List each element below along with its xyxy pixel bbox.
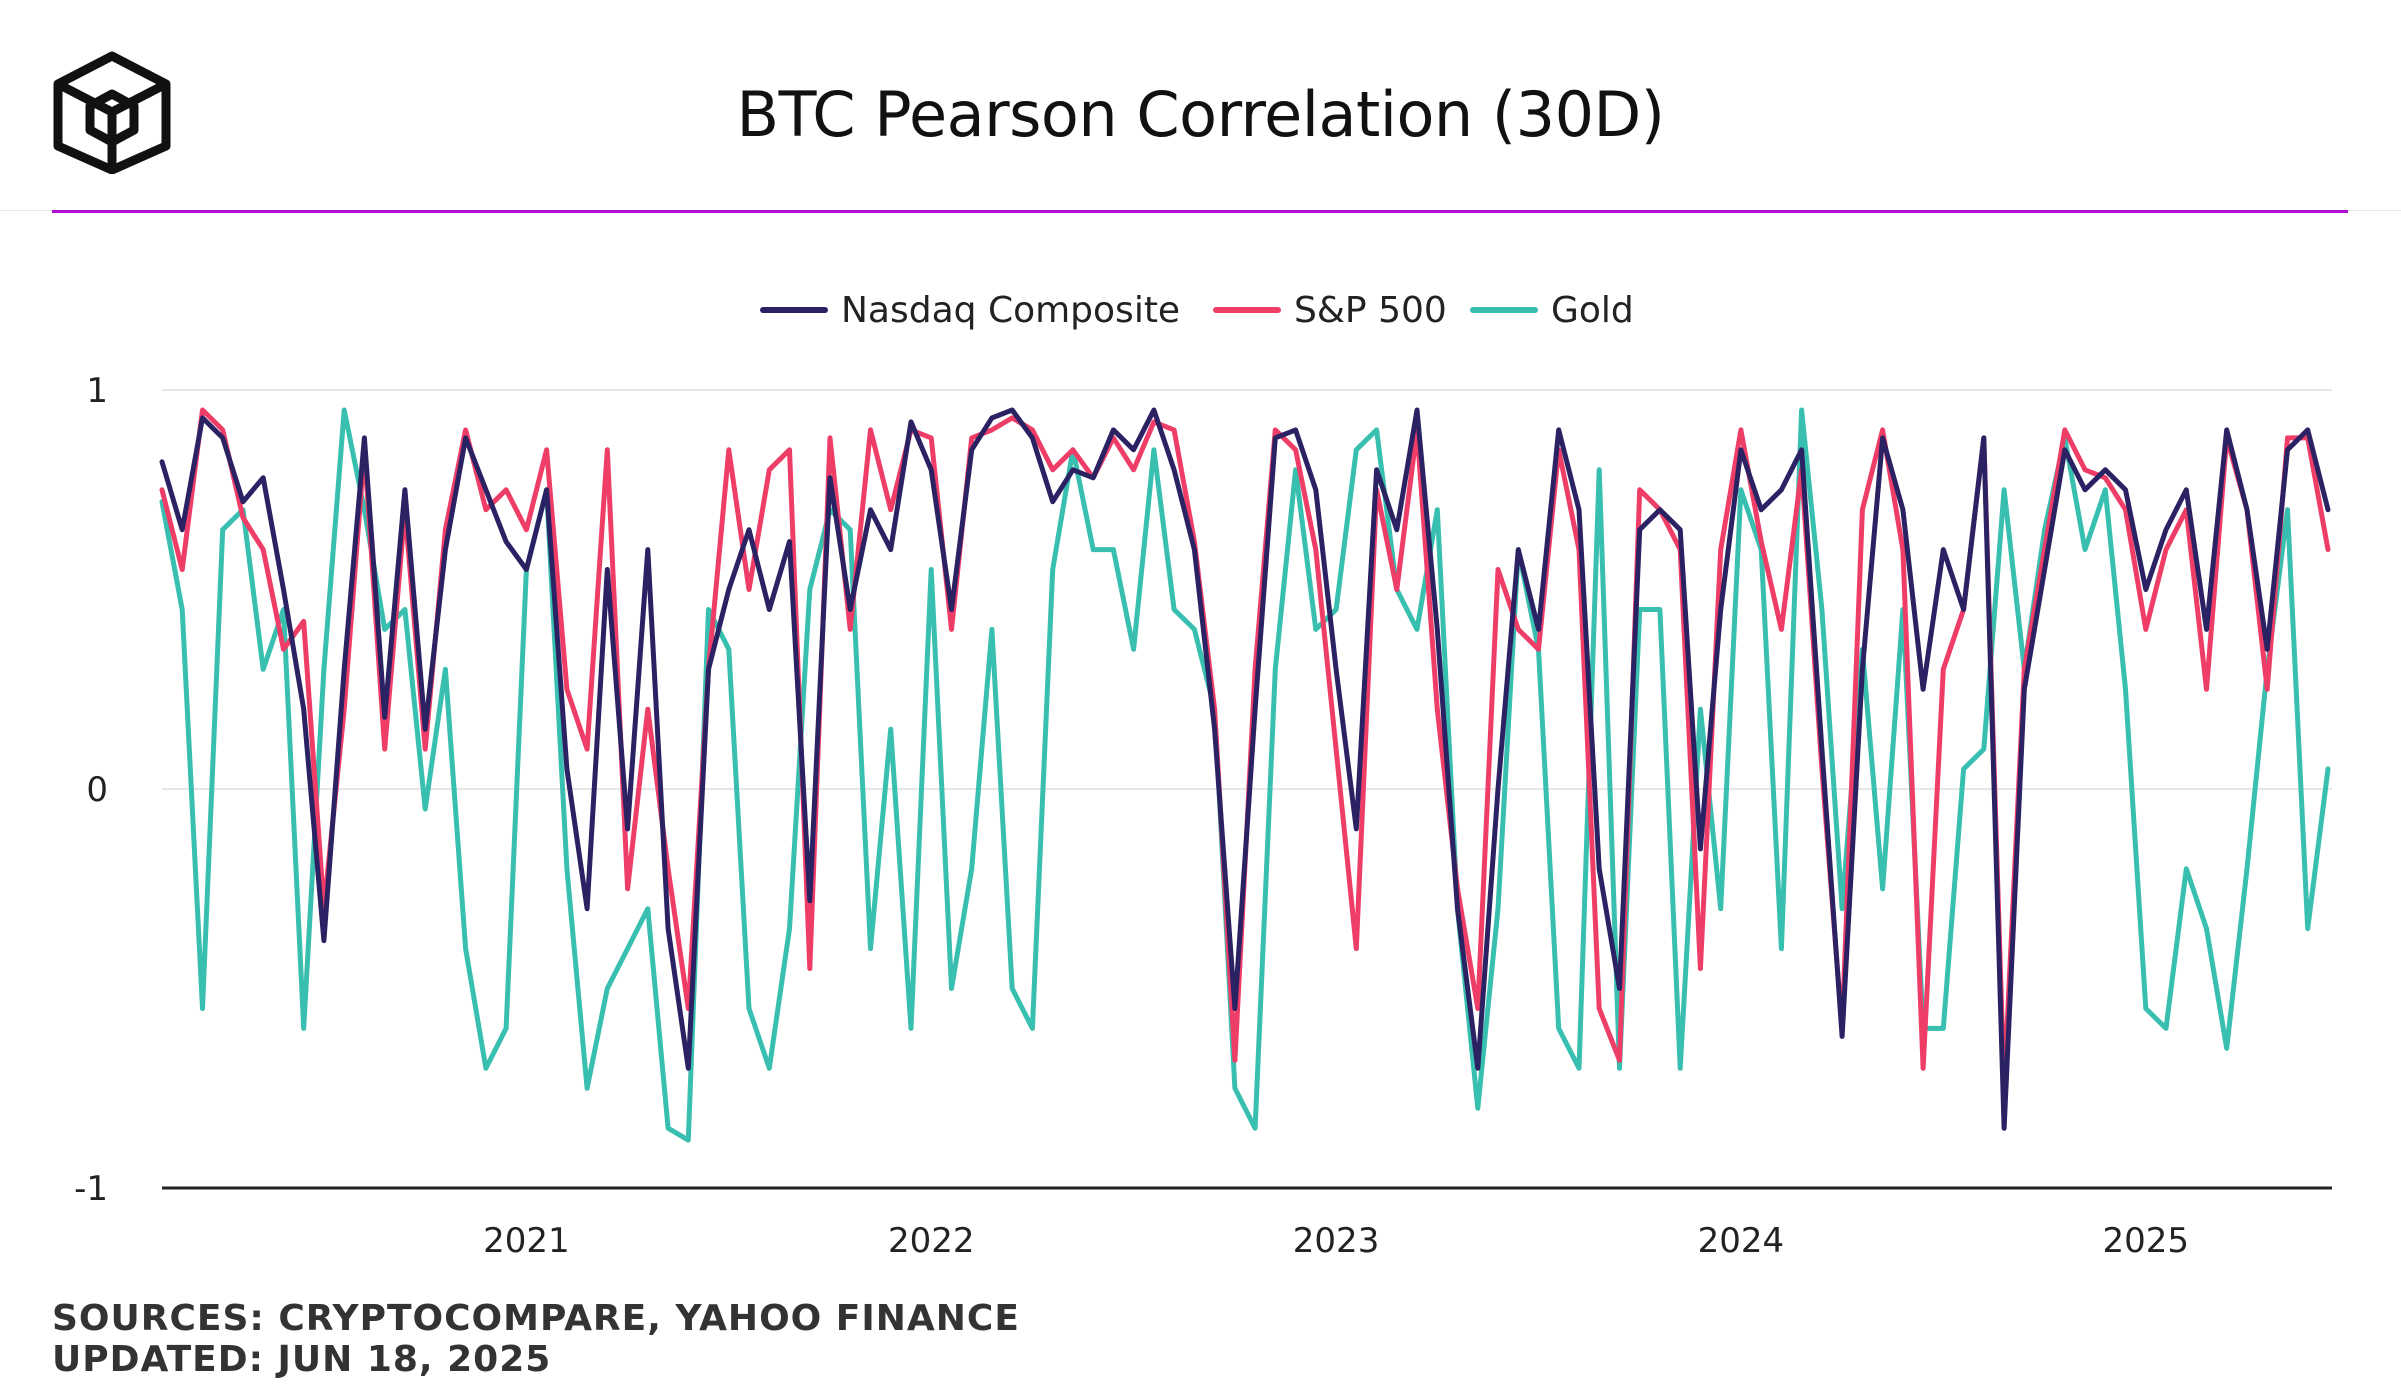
sources-note: SOURCES: CRYPTOCOMPARE, YAHOO FINANCE	[52, 1298, 1020, 1339]
legend-label: S&P 500	[1294, 290, 1447, 331]
x-tick-label: 2022	[888, 1221, 975, 1261]
chart-grid	[162, 389, 2332, 790]
legend-item: Nasdaq Composite	[760, 290, 1180, 331]
updated-note: UPDATED: JUN 18, 2025	[52, 1339, 552, 1380]
footer: SOURCES: CRYPTOCOMPARE, YAHOO FINANCE UP…	[52, 1298, 1020, 1380]
legend-item: Gold	[1470, 290, 1634, 331]
y-tick-label: 0	[86, 770, 108, 810]
series-line-gold	[159, 407, 2331, 1143]
accent-divider	[52, 210, 2348, 213]
logo-cube-icon	[53, 51, 171, 174]
series-line-nasdaq-composite	[159, 407, 2331, 1131]
legend-label: Nasdaq Composite	[841, 290, 1180, 331]
y-axis-ticks: 1 0 -1	[74, 371, 108, 1209]
legend-label: Gold	[1551, 290, 1634, 331]
x-axis-ticks: 2021 2022 2023 2024 2025	[483, 1221, 2189, 1261]
chart-series	[159, 407, 2331, 1143]
y-tick-label: 1	[86, 371, 108, 411]
x-tick-label: 2025	[2103, 1221, 2190, 1261]
x-tick-label: 2023	[1293, 1221, 1380, 1261]
page-title: BTC Pearson Correlation (30D)	[736, 78, 1665, 151]
chart-legend: Nasdaq Composite S&P 500 Gold	[760, 290, 1634, 331]
legend-item: S&P 500	[1213, 290, 1447, 331]
x-tick-label: 2021	[483, 1221, 570, 1261]
header: BTC Pearson Correlation (30D)	[0, 0, 2401, 212]
x-tick-label: 2024	[1698, 1221, 1785, 1261]
y-tick-label: -1	[74, 1169, 108, 1209]
